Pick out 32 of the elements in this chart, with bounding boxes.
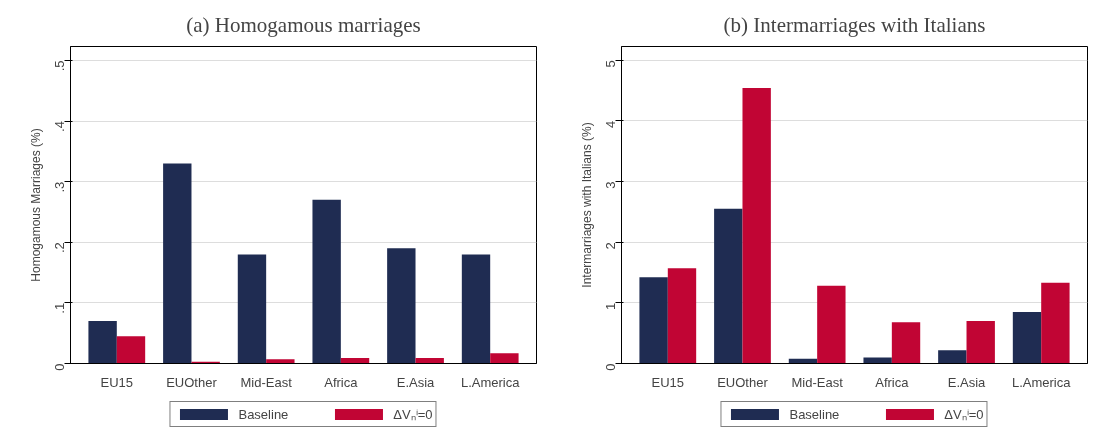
x-tick-label: E.Asia [947, 374, 987, 390]
y-tick-label: .3 [52, 181, 67, 193]
y-tick-label: 2 [603, 242, 618, 250]
legend-label: Baseline [789, 406, 840, 422]
x-tick-label: L.America [460, 374, 521, 390]
x-tick-label: EU15 [651, 374, 685, 390]
y-tick-label: 5 [603, 60, 618, 68]
x-tick-label: Africa [324, 374, 359, 390]
x-tick-label: EUOther [717, 374, 769, 390]
x-tick-label: L.America [1011, 374, 1072, 390]
y-tick-label: .2 [52, 242, 67, 254]
x-tick-label: EU15 [100, 374, 134, 390]
y-axis-title: Homogamous Marriages (%) [28, 128, 43, 282]
y-axis-title: Intermarriages with Italians (%) [579, 122, 594, 288]
x-tick-label: Mid-East [791, 374, 844, 390]
legend-label: ΔVₙⁱ=0 [393, 406, 433, 423]
x-tick-label: Africa [875, 374, 910, 390]
y-tick-label: 3 [603, 181, 618, 189]
chart-title: (b) Intermarriages with Italians [723, 12, 986, 37]
y-tick-label: 1 [603, 302, 618, 311]
y-tick-label: .1 [52, 302, 67, 314]
x-tick-label: Mid-East [240, 374, 293, 390]
chart-title: (a) Homogamous marriages [186, 12, 421, 37]
y-tick-label: 0 [603, 363, 618, 371]
legend-label: ΔVₙⁱ=0 [944, 406, 984, 423]
x-tick-label: E.Asia [396, 374, 436, 390]
y-tick-label: .4 [52, 121, 67, 132]
legend-label: Baseline [238, 406, 289, 422]
x-tick-label: EUOther [166, 374, 218, 390]
y-tick-label: 4 [603, 120, 618, 129]
y-tick-label: .5 [52, 60, 67, 72]
y-tick-label: 0 [52, 363, 67, 371]
